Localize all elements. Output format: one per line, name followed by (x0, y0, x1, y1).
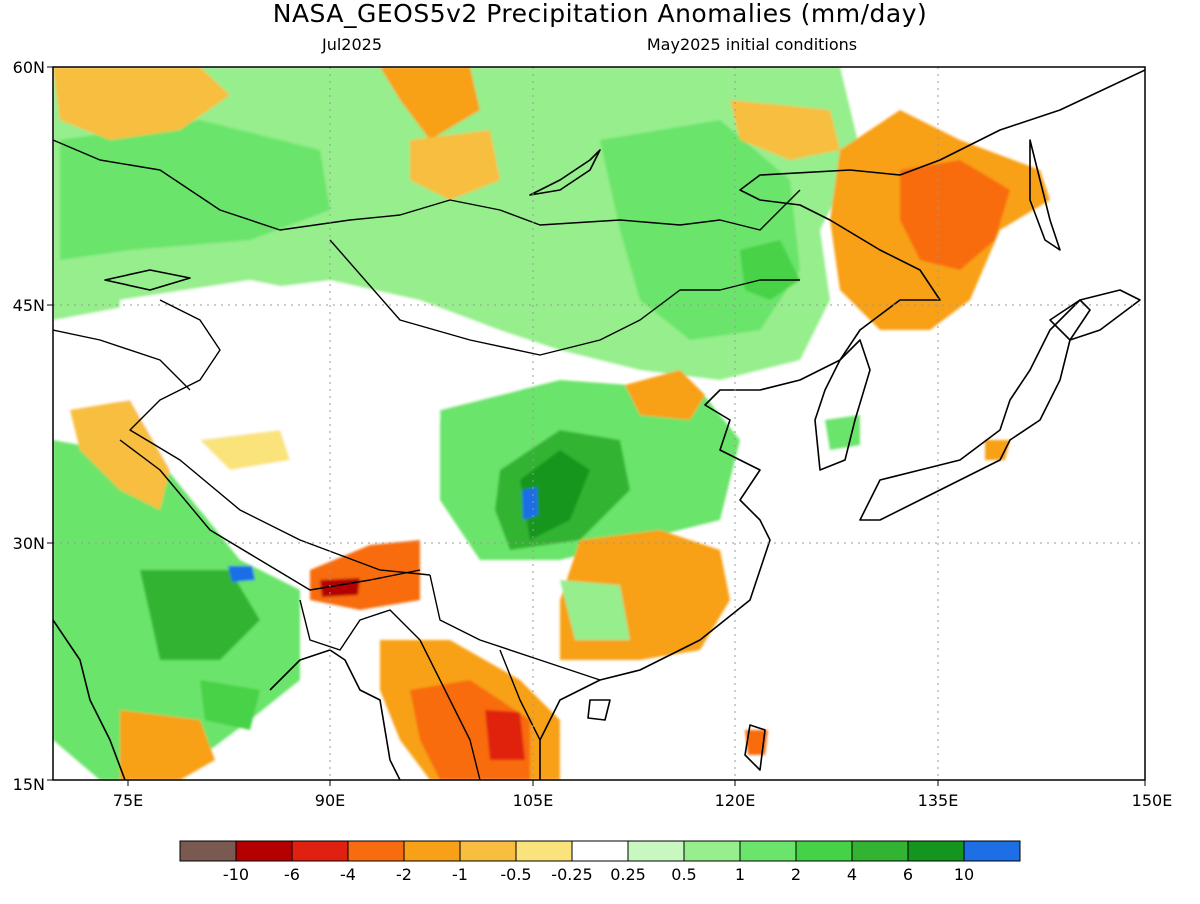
anomaly-region-japan-south (985, 440, 1010, 460)
colorbar-swatch (515, 840, 573, 862)
map-plot (53, 67, 1145, 780)
coastline-sakhalin (1029, 139, 1061, 251)
lat-tick-label-30n: 30N (13, 534, 45, 553)
anomaly-region-amur-core (900, 160, 1010, 270)
anomaly-region-ganges-peak (228, 566, 255, 582)
colorbar-swatch (627, 840, 685, 862)
anomaly-region-siberia-core (60, 120, 330, 260)
colorbar-label: 4 (847, 865, 857, 884)
lon-tick-label-135e: 135E (918, 791, 959, 810)
coastline-korea (814, 339, 871, 471)
borders (53, 139, 801, 780)
colorbar-swatch (795, 840, 853, 862)
anomaly-region-ob-dry (410, 130, 500, 200)
colorbar (179, 840, 1021, 862)
anomaly-region-guangxi-wet (560, 580, 630, 640)
colorbar-swatch (571, 840, 629, 862)
anomaly-region-sichuan-core (520, 450, 590, 540)
anomaly-region-indochina-peak (485, 710, 525, 760)
coastline-japan-honshu (859, 299, 1091, 521)
colorbar-swatch (291, 840, 349, 862)
border-kazakhstan (53, 329, 191, 391)
anomaly-region-baikal (740, 240, 800, 300)
border-china-west (129, 299, 431, 576)
coastline-india (53, 619, 401, 780)
lon-axis (127, 780, 1146, 786)
lon-tick-label-90e: 90E (315, 791, 345, 810)
anomaly-region-kashmir (70, 400, 170, 510)
valid-month-label: Jul2025 (321, 35, 382, 54)
lat-tick-label-15n: 15N (13, 775, 45, 794)
anomaly-region-tibet-dry (200, 430, 290, 470)
colorbar-label: -10 (223, 865, 249, 884)
lat-tick-label-60n: 60N (13, 58, 45, 77)
colorbar-label: -4 (340, 865, 356, 884)
figure-title: NASA_GEOS5v2 Precipitation Anomalies (mm… (273, 0, 928, 28)
colorbar-swatch (403, 840, 461, 862)
colorbar-label: 1 (735, 865, 745, 884)
border-russia-south (53, 139, 801, 231)
coastline-hokkaido (1049, 289, 1141, 341)
colorbar-labels: -10 -6 -4 -2 -1 -0.5 -0.25 0.25 0.5 1 2 4 6 10 (223, 865, 974, 884)
colorbar-label: -6 (284, 865, 300, 884)
lat-tick-label-45n: 45N (13, 296, 45, 315)
coastline-hainan (587, 699, 611, 721)
colorbar-label: 0.5 (671, 865, 696, 884)
colorbar-swatch (963, 840, 1021, 862)
anomaly-region-india-core (140, 570, 260, 660)
lat-axis (47, 66, 53, 781)
lon-tick-label-75e: 75E (113, 791, 143, 810)
colorbar-label: -0.5 (500, 865, 531, 884)
anomaly-region-north-dry (380, 67, 480, 140)
lake-baikal (529, 149, 601, 196)
lon-tick-label-150e: 150E (1132, 791, 1173, 810)
colorbar-swatch (907, 840, 965, 862)
colorbar-swatch (459, 840, 517, 862)
anomaly-region-north-dry-2 (730, 100, 840, 160)
anomaly-region-west-siberia-dry (53, 67, 230, 140)
colorbar-label: -2 (396, 865, 412, 884)
initial-conditions-label: May2025 initial conditions (647, 35, 857, 54)
colorbar-swatch (739, 840, 797, 862)
colorbar-swatch (179, 840, 237, 862)
border-india-bangladesh (299, 599, 421, 651)
colorbar-swatch (851, 840, 909, 862)
map-frame (52, 66, 1146, 781)
lon-tick-label-105e: 105E (513, 791, 554, 810)
lake-balkhash (104, 269, 191, 291)
colorbar-label: -1 (452, 865, 468, 884)
anomaly-region-north-china-plain (625, 370, 705, 420)
colorbar-label: -0.25 (551, 865, 592, 884)
colorbar-label: 0.25 (610, 865, 646, 884)
anomaly-region-korea (825, 415, 860, 450)
anomaly-region-india-south-dry (120, 710, 215, 780)
lon-labels: 75E 90E 105E 120E 135E 150E (113, 791, 1173, 810)
colorbar-label: 2 (791, 865, 801, 884)
colorbar-swatch (347, 840, 405, 862)
anomaly-field (53, 67, 1050, 780)
colorbar-label: 10 (954, 865, 974, 884)
coastlines (53, 69, 1145, 780)
lon-tick-label-120e: 120E (715, 791, 756, 810)
colorbar-swatch (683, 840, 741, 862)
border-china-south (429, 574, 601, 681)
anomaly-region-sichuan-peak (522, 487, 538, 520)
lat-labels: 15N 30N 45N 60N (13, 58, 45, 794)
coastline-taiwan (744, 724, 766, 771)
border-mongolia-south (329, 239, 800, 356)
border-himalaya (119, 439, 421, 591)
colorbar-swatch (235, 840, 293, 862)
anomaly-region-india-east-wet (200, 680, 260, 730)
colorbar-label: 6 (903, 865, 913, 884)
graticule (53, 67, 1145, 780)
